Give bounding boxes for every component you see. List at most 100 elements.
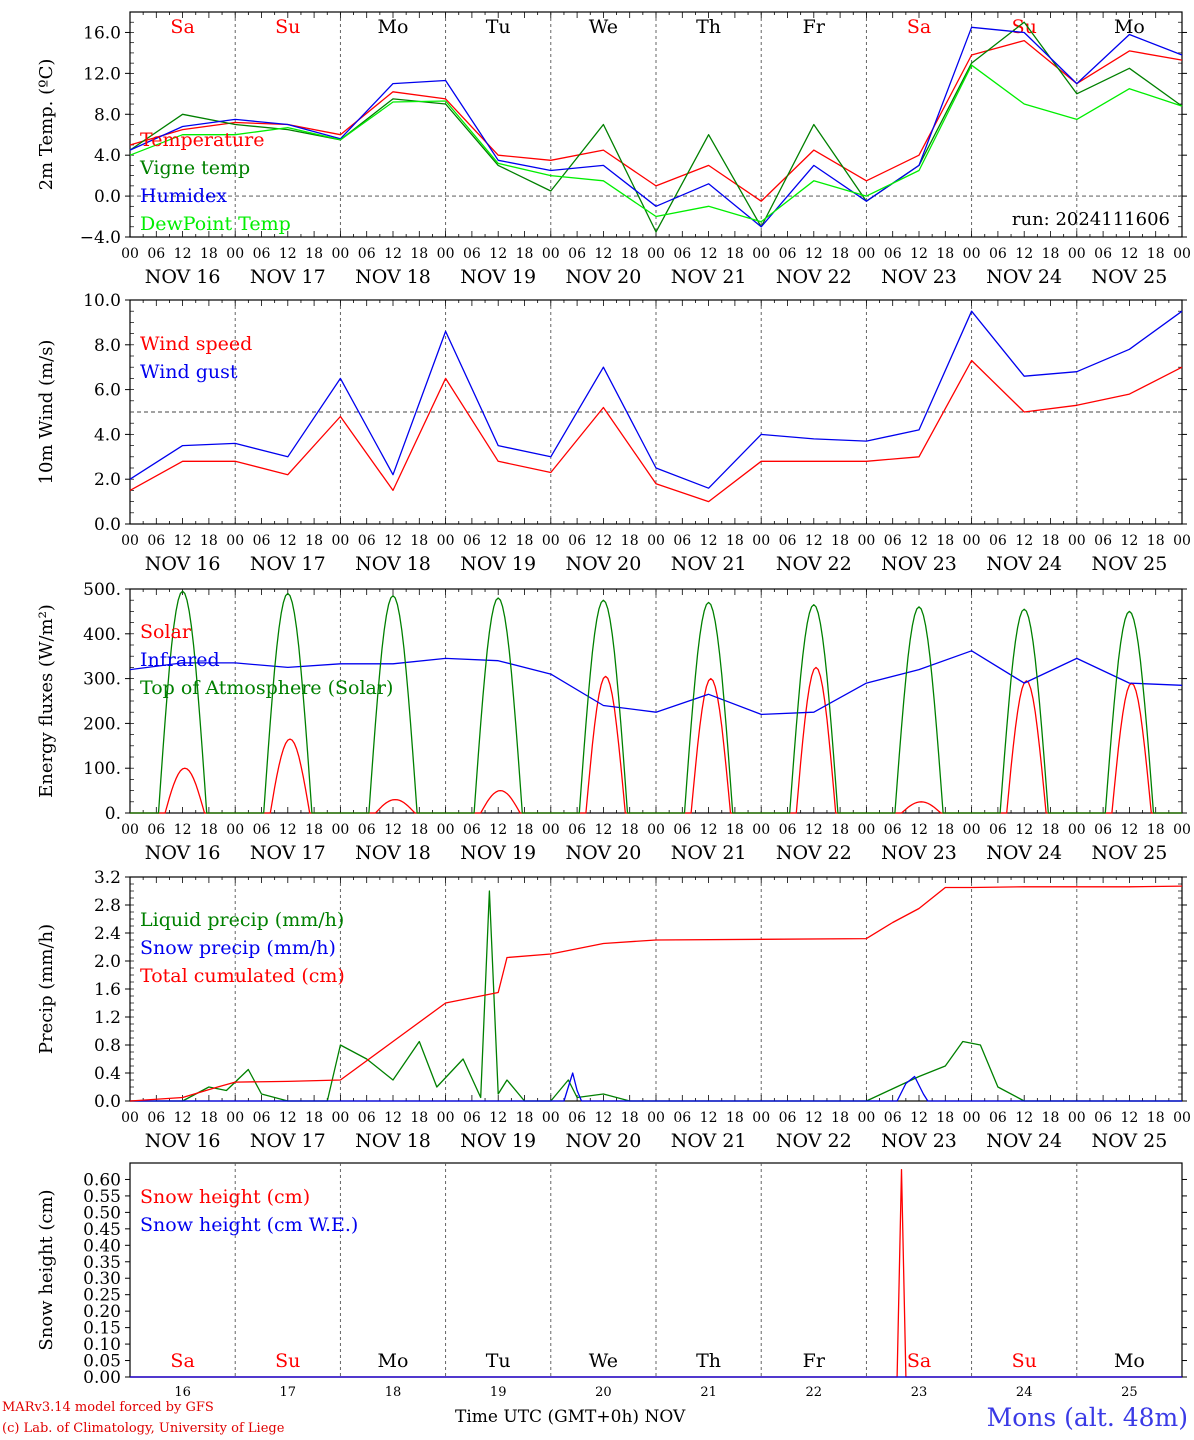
series-line-total-cumulated-cm- bbox=[129, 885, 1183, 1102]
hour-label: 18 bbox=[831, 822, 849, 838]
hour-label: 12 bbox=[700, 1110, 718, 1126]
y-tick-label: 0.35 bbox=[83, 1253, 121, 1273]
hour-label: 18 bbox=[200, 533, 218, 549]
hour-label: 06 bbox=[253, 533, 271, 549]
day-name: We bbox=[589, 1350, 618, 1372]
legend-entry: Liquid precip (mm/h) bbox=[140, 909, 344, 931]
y-tick-label: 200. bbox=[83, 714, 121, 734]
hour-label: 12 bbox=[489, 1110, 507, 1126]
hour-label: 18 bbox=[516, 246, 534, 262]
hour-label: 00 bbox=[752, 1110, 770, 1126]
legend-entry: Snow height (cm W.E.) bbox=[140, 1214, 358, 1236]
day-name: Mo bbox=[378, 1350, 409, 1372]
y-tick-label: 500. bbox=[83, 580, 121, 600]
hour-label: 06 bbox=[989, 533, 1007, 549]
legend-entry: Wind speed bbox=[140, 333, 252, 355]
hour-label: 00 bbox=[121, 533, 139, 549]
y-tick-label: 2.4 bbox=[94, 924, 121, 944]
hour-label: 12 bbox=[910, 246, 928, 262]
series-line-temperature bbox=[129, 39, 1183, 202]
hour-label: 00 bbox=[752, 822, 770, 838]
y-tick-label: 3.2 bbox=[94, 868, 121, 888]
series-lines bbox=[129, 21, 1183, 233]
date-label: NOV 16 bbox=[145, 1130, 221, 1152]
date-label: NOV 22 bbox=[776, 842, 852, 864]
hour-label: 00 bbox=[647, 533, 665, 549]
hour-label: 06 bbox=[673, 246, 691, 262]
hour-label: 12 bbox=[805, 822, 823, 838]
hour-label: 00 bbox=[857, 1110, 875, 1126]
date-label: NOV 17 bbox=[250, 553, 326, 575]
date-label: NOV 20 bbox=[565, 553, 641, 575]
hour-label: 18 bbox=[410, 533, 428, 549]
day-number: 16 bbox=[174, 1385, 191, 1400]
hour-label: 06 bbox=[884, 246, 902, 262]
date-label: NOV 18 bbox=[355, 1130, 431, 1152]
series-lines bbox=[130, 1168, 1182, 1378]
hour-label: 12 bbox=[910, 533, 928, 549]
hour-label: 12 bbox=[1120, 822, 1138, 838]
hour-label: 06 bbox=[884, 1110, 902, 1126]
date-label: NOV 23 bbox=[881, 266, 957, 288]
hour-label: 18 bbox=[621, 1110, 639, 1126]
day-name: Sa bbox=[170, 1350, 194, 1372]
y-axis-label: Precip (mm/h) bbox=[36, 924, 57, 1054]
legend-entry: Snow height (cm) bbox=[140, 1186, 310, 1208]
hour-label: 00 bbox=[1173, 1110, 1191, 1126]
day-name: Mo bbox=[1114, 1350, 1145, 1372]
hour-label: 00 bbox=[437, 822, 455, 838]
hour-label: 00 bbox=[331, 822, 349, 838]
hour-label: 18 bbox=[516, 822, 534, 838]
date-label: NOV 20 bbox=[565, 842, 641, 864]
hour-label: 06 bbox=[1094, 822, 1112, 838]
hour-label: 18 bbox=[1147, 1110, 1165, 1126]
hour-label: 00 bbox=[1173, 246, 1191, 262]
hour-label: 12 bbox=[1120, 246, 1138, 262]
hour-label: 12 bbox=[384, 1110, 402, 1126]
date-label: NOV 19 bbox=[460, 1130, 536, 1152]
hour-label: 06 bbox=[989, 1110, 1007, 1126]
hour-label: 12 bbox=[174, 1110, 192, 1126]
date-label: NOV 24 bbox=[986, 1130, 1062, 1152]
day-number: 23 bbox=[911, 1385, 928, 1400]
y-tick-label: 1.2 bbox=[94, 1008, 121, 1028]
hour-label: 06 bbox=[358, 822, 376, 838]
date-label: NOV 21 bbox=[671, 842, 747, 864]
hour-label: 12 bbox=[805, 533, 823, 549]
hour-label: 12 bbox=[279, 1110, 297, 1126]
hour-label: 00 bbox=[857, 533, 875, 549]
panel-5: 0.000.050.100.150.200.250.300.350.400.45… bbox=[36, 1162, 1187, 1400]
legend-entry: Vigne temp bbox=[139, 157, 250, 179]
day-number: 18 bbox=[385, 1385, 402, 1400]
date-label: NOV 24 bbox=[986, 266, 1062, 288]
date-label: NOV 19 bbox=[460, 553, 536, 575]
hour-label: 00 bbox=[1068, 822, 1086, 838]
hour-label: 06 bbox=[568, 246, 586, 262]
series-line-wind-gust bbox=[129, 310, 1183, 489]
y-tick-label: 6.0 bbox=[94, 381, 121, 401]
y-tick-label: 0.8 bbox=[94, 1036, 121, 1056]
hour-label: 00 bbox=[121, 822, 139, 838]
hour-label: 18 bbox=[621, 533, 639, 549]
hour-label: 12 bbox=[174, 246, 192, 262]
series-lines bbox=[129, 590, 1183, 814]
hour-label: 00 bbox=[1068, 246, 1086, 262]
hour-label: 06 bbox=[673, 1110, 691, 1126]
date-label: NOV 16 bbox=[145, 553, 221, 575]
hour-label: 12 bbox=[489, 533, 507, 549]
y-axis-label: Snow height (cm) bbox=[36, 1189, 57, 1350]
hour-label: 18 bbox=[726, 246, 744, 262]
hour-label: 18 bbox=[200, 246, 218, 262]
hour-label: 12 bbox=[489, 822, 507, 838]
hour-label: 06 bbox=[989, 246, 1007, 262]
y-tick-label: 0.4 bbox=[94, 1064, 121, 1084]
panel-2: 0.0 2.0 4.0 6.0 8.0 10.0 10m Wind (m/s) 00 06 12 1… bbox=[36, 291, 1191, 575]
hour-label: 00 bbox=[331, 533, 349, 549]
hour-label: 12 bbox=[174, 822, 192, 838]
hour-label: 06 bbox=[358, 246, 376, 262]
date-label: NOV 17 bbox=[250, 1130, 326, 1152]
date-label: NOV 18 bbox=[355, 266, 431, 288]
hour-label: 18 bbox=[726, 1110, 744, 1126]
y-tick-label: 8.0 bbox=[94, 336, 121, 356]
